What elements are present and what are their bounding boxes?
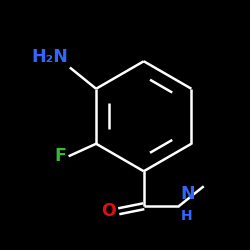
Text: H: H [181, 209, 192, 223]
Text: O: O [102, 202, 116, 220]
Text: F: F [55, 147, 66, 165]
Text: H₂N: H₂N [32, 48, 68, 66]
Text: N: N [181, 185, 196, 203]
